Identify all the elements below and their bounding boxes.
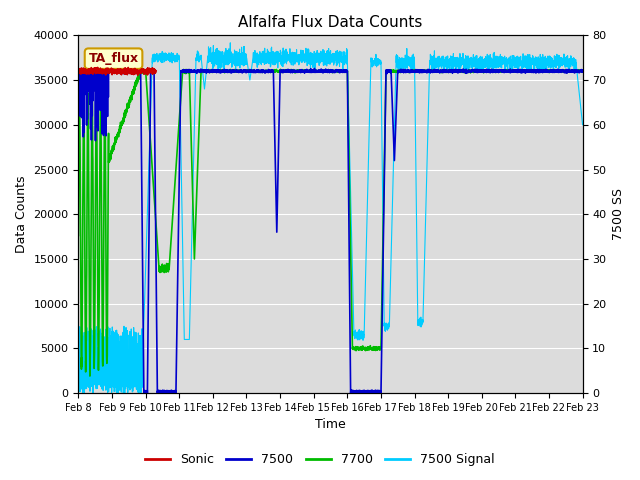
Y-axis label: 7500 SS: 7500 SS <box>612 188 625 240</box>
X-axis label: Time: Time <box>315 419 346 432</box>
Y-axis label: Data Counts: Data Counts <box>15 176 28 253</box>
Title: Alfalfa Flux Data Counts: Alfalfa Flux Data Counts <box>238 15 422 30</box>
Text: TA_flux: TA_flux <box>88 52 139 65</box>
Legend: Sonic, 7500, 7700, 7500 Signal: Sonic, 7500, 7700, 7500 Signal <box>140 448 500 471</box>
